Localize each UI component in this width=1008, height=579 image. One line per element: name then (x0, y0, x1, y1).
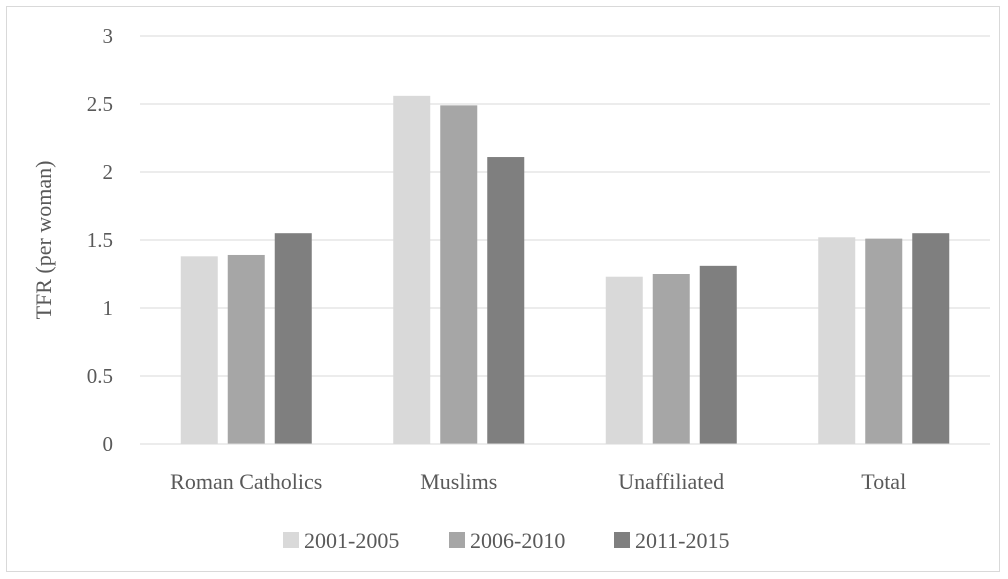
bar-2006-2010-roman-catholics (227, 254, 265, 444)
bar-2006-2010-muslims (440, 105, 478, 445)
legend-label: 2001-2005 (304, 528, 399, 553)
bar-2011-2015-roman-catholics (274, 233, 312, 444)
y-tick-label: 1 (103, 296, 114, 320)
legend-swatch (614, 532, 630, 548)
y-tick-label: 2.5 (87, 92, 113, 116)
legend-swatch (283, 532, 299, 548)
bar-2001-2005-roman-catholics (180, 256, 218, 444)
bars (180, 95, 950, 445)
x-category-label: Roman Catholics (170, 469, 322, 494)
bar-2001-2005-total (818, 237, 856, 444)
x-category-label: Total (861, 469, 906, 494)
legend-label: 2006-2010 (470, 528, 565, 553)
legend-label: 2011-2015 (635, 528, 730, 553)
legend-swatch (449, 532, 465, 548)
legend: 2001-2005 2006-2010 2011-2015 (283, 528, 730, 553)
bar-2011-2015-muslims (487, 157, 525, 445)
bar-2011-2015-total (912, 233, 950, 444)
x-axis-category-labels: Roman Catholics Muslims Unaffiliated Total (170, 469, 906, 494)
bar-2001-2005-unaffiliated (605, 276, 643, 444)
bar-2006-2010-total (865, 238, 903, 444)
y-tick-label: 2 (103, 160, 114, 184)
y-tick-label: 3 (103, 24, 114, 48)
x-category-label: Muslims (420, 469, 497, 494)
y-axis-title: TFR (per woman) (31, 161, 56, 320)
y-axis-tick-labels: 0 0.5 1 1.5 2 2.5 3 (87, 24, 113, 456)
y-tick-label: 0 (103, 432, 114, 456)
bar-2001-2005-muslims (393, 95, 431, 444)
y-tick-label: 0.5 (87, 364, 113, 388)
bar-2011-2015-unaffiliated (699, 265, 737, 444)
gridlines (140, 35, 990, 377)
x-category-label: Unaffiliated (618, 469, 724, 494)
y-tick-label: 1.5 (87, 228, 113, 252)
bar-2006-2010-unaffiliated (652, 274, 690, 444)
